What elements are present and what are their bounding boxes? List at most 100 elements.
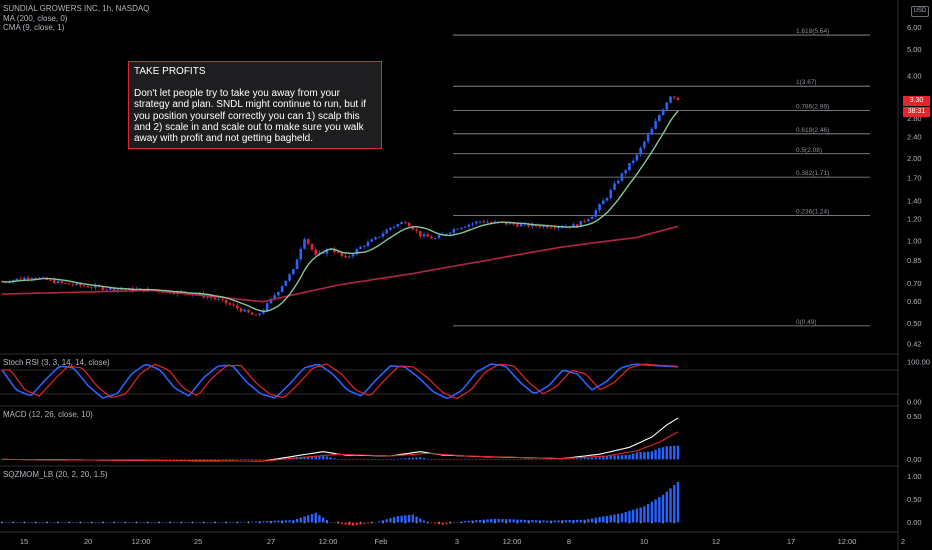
candle-body <box>460 227 463 229</box>
candle-body <box>362 246 366 247</box>
squeeze-dot <box>225 521 227 524</box>
macd-histogram-bar <box>153 459 157 461</box>
currency-badge[interactable]: USD <box>911 6 929 17</box>
price-axis[interactable]: 6.00 5.00 4.00 2.80 2.40 2.00 1.70 1.40 1.20 1.00… <box>907 23 930 527</box>
squeeze-dot <box>169 521 171 524</box>
macd-legend[interactable]: MACD (12, 26, close, 10) <box>3 410 93 419</box>
macd-histogram-bar <box>609 455 612 460</box>
momentum-bar <box>583 519 586 523</box>
squeeze-dot <box>12 521 15 524</box>
momentum-bar <box>519 519 523 523</box>
momentum-bar <box>292 520 295 523</box>
stoch-tick-0: 100.00 <box>907 358 930 367</box>
candle-body <box>254 314 258 316</box>
price-tick-1: 5.00 <box>907 45 922 54</box>
macd-histogram-bar <box>575 458 579 460</box>
macd-histogram-bar <box>482 459 485 461</box>
momentum-bar <box>572 519 575 523</box>
candle-body <box>639 147 642 155</box>
candle-body <box>232 304 235 306</box>
fib-label-5: 0.382(1.71) <box>796 170 829 177</box>
symbol-legend[interactable]: SUNDIAL GROWERS INC, 1h, NASDAQ MA (200,… <box>3 4 149 33</box>
momentum-bar <box>75 522 78 524</box>
momentum-bar <box>575 519 579 523</box>
candle-body <box>123 289 127 291</box>
time-tick-5: 12:00 <box>319 537 338 546</box>
candle-body <box>583 221 586 222</box>
note-callout[interactable]: TAKE PROFITS Don't let people try to tak… <box>128 61 382 149</box>
momentum-bar <box>318 515 321 523</box>
fibonacci-levels[interactable]: 1.618(5.64) 1(3.67) 0.786(2.99) 0.618(2.46)… <box>453 28 870 327</box>
ma200-line <box>1 225 679 303</box>
candle-body <box>262 310 265 314</box>
macd-histogram-bar <box>669 446 672 460</box>
momentum-bar <box>620 513 624 523</box>
candle-body <box>120 289 123 291</box>
macd-histogram-bar <box>247 459 250 461</box>
squeeze-dot <box>382 521 384 524</box>
momentum-bar <box>38 522 41 524</box>
momentum-bar <box>587 519 590 523</box>
macd-histogram-bar <box>355 459 359 461</box>
sqz-legend[interactable]: SQZMOM_LB (20, 2, 20, 1.5) <box>3 470 108 479</box>
momentum-bar <box>646 504 650 523</box>
stoch-legend[interactable]: Stoch RSI (3, 3, 14, 14, close) <box>3 358 110 367</box>
candle-body <box>445 233 448 235</box>
candle-body <box>385 229 388 234</box>
momentum-bar <box>661 494 665 523</box>
macd-histogram-bar <box>251 459 254 461</box>
macd-histogram-bar <box>676 445 680 460</box>
squeeze-dot <box>550 521 552 524</box>
time-axis[interactable]: 15 20 12:00 25 27 12:00 Feb 3 12:00 8 10 12 17 12:00 2 <box>20 537 905 546</box>
squeeze-dot <box>370 521 373 524</box>
candle-body <box>209 296 213 298</box>
candle-body <box>411 226 415 230</box>
momentum-bar <box>183 522 187 524</box>
price-tick-2: 4.00 <box>907 71 922 80</box>
macd-histogram-bar <box>654 449 657 460</box>
squeeze-dot <box>68 521 71 524</box>
candle-body <box>109 287 112 290</box>
momentum-bar <box>333 522 336 524</box>
macd-histogram-bar <box>452 459 456 461</box>
macd-histogram-bar <box>512 459 515 461</box>
squeeze-dot <box>393 521 395 524</box>
candle-body <box>624 170 628 174</box>
macd-histogram-bar <box>605 455 609 460</box>
momentum-bar <box>400 515 403 523</box>
macd-histogram-bar <box>590 457 594 460</box>
squeeze-dot <box>460 521 463 524</box>
candle-body <box>620 173 624 181</box>
cma-legend[interactable]: CMA (9, close, 1) <box>3 23 65 32</box>
time-tick-4: 27 <box>267 537 275 546</box>
time-tick-8: 12:00 <box>503 537 522 546</box>
candle-body <box>448 232 452 234</box>
candle-body <box>475 221 478 224</box>
time-tick-6: Feb <box>375 537 388 546</box>
candle-body <box>325 249 329 254</box>
candle-body <box>299 248 303 260</box>
candle-body <box>321 252 325 254</box>
squeeze-dot <box>135 521 138 524</box>
squeeze-dot <box>326 521 328 524</box>
squeeze-dot <box>158 521 160 524</box>
macd-histogram-bar <box>445 459 448 461</box>
squeeze-dot <box>23 521 26 524</box>
momentum-bar <box>295 518 299 523</box>
momentum-bar <box>392 517 396 523</box>
candle-body <box>26 277 30 280</box>
macd-histogram-bar <box>557 459 560 461</box>
momentum-bar <box>351 522 355 526</box>
macd-histogram-bar <box>475 459 478 461</box>
squeeze-dot <box>662 521 664 524</box>
candle-body <box>247 309 250 313</box>
macd-histogram-bar <box>534 459 538 461</box>
candle-body <box>631 160 635 163</box>
momentum-bar <box>165 522 168 524</box>
candle-body <box>235 305 239 309</box>
squeeze-dot <box>113 521 115 524</box>
ma-legend[interactable]: MA (200, close, 0) <box>3 13 68 23</box>
price-tick-4: 2.80 <box>907 114 922 123</box>
price-tick-8: 1.40 <box>907 196 922 205</box>
candle-body <box>19 278 22 280</box>
